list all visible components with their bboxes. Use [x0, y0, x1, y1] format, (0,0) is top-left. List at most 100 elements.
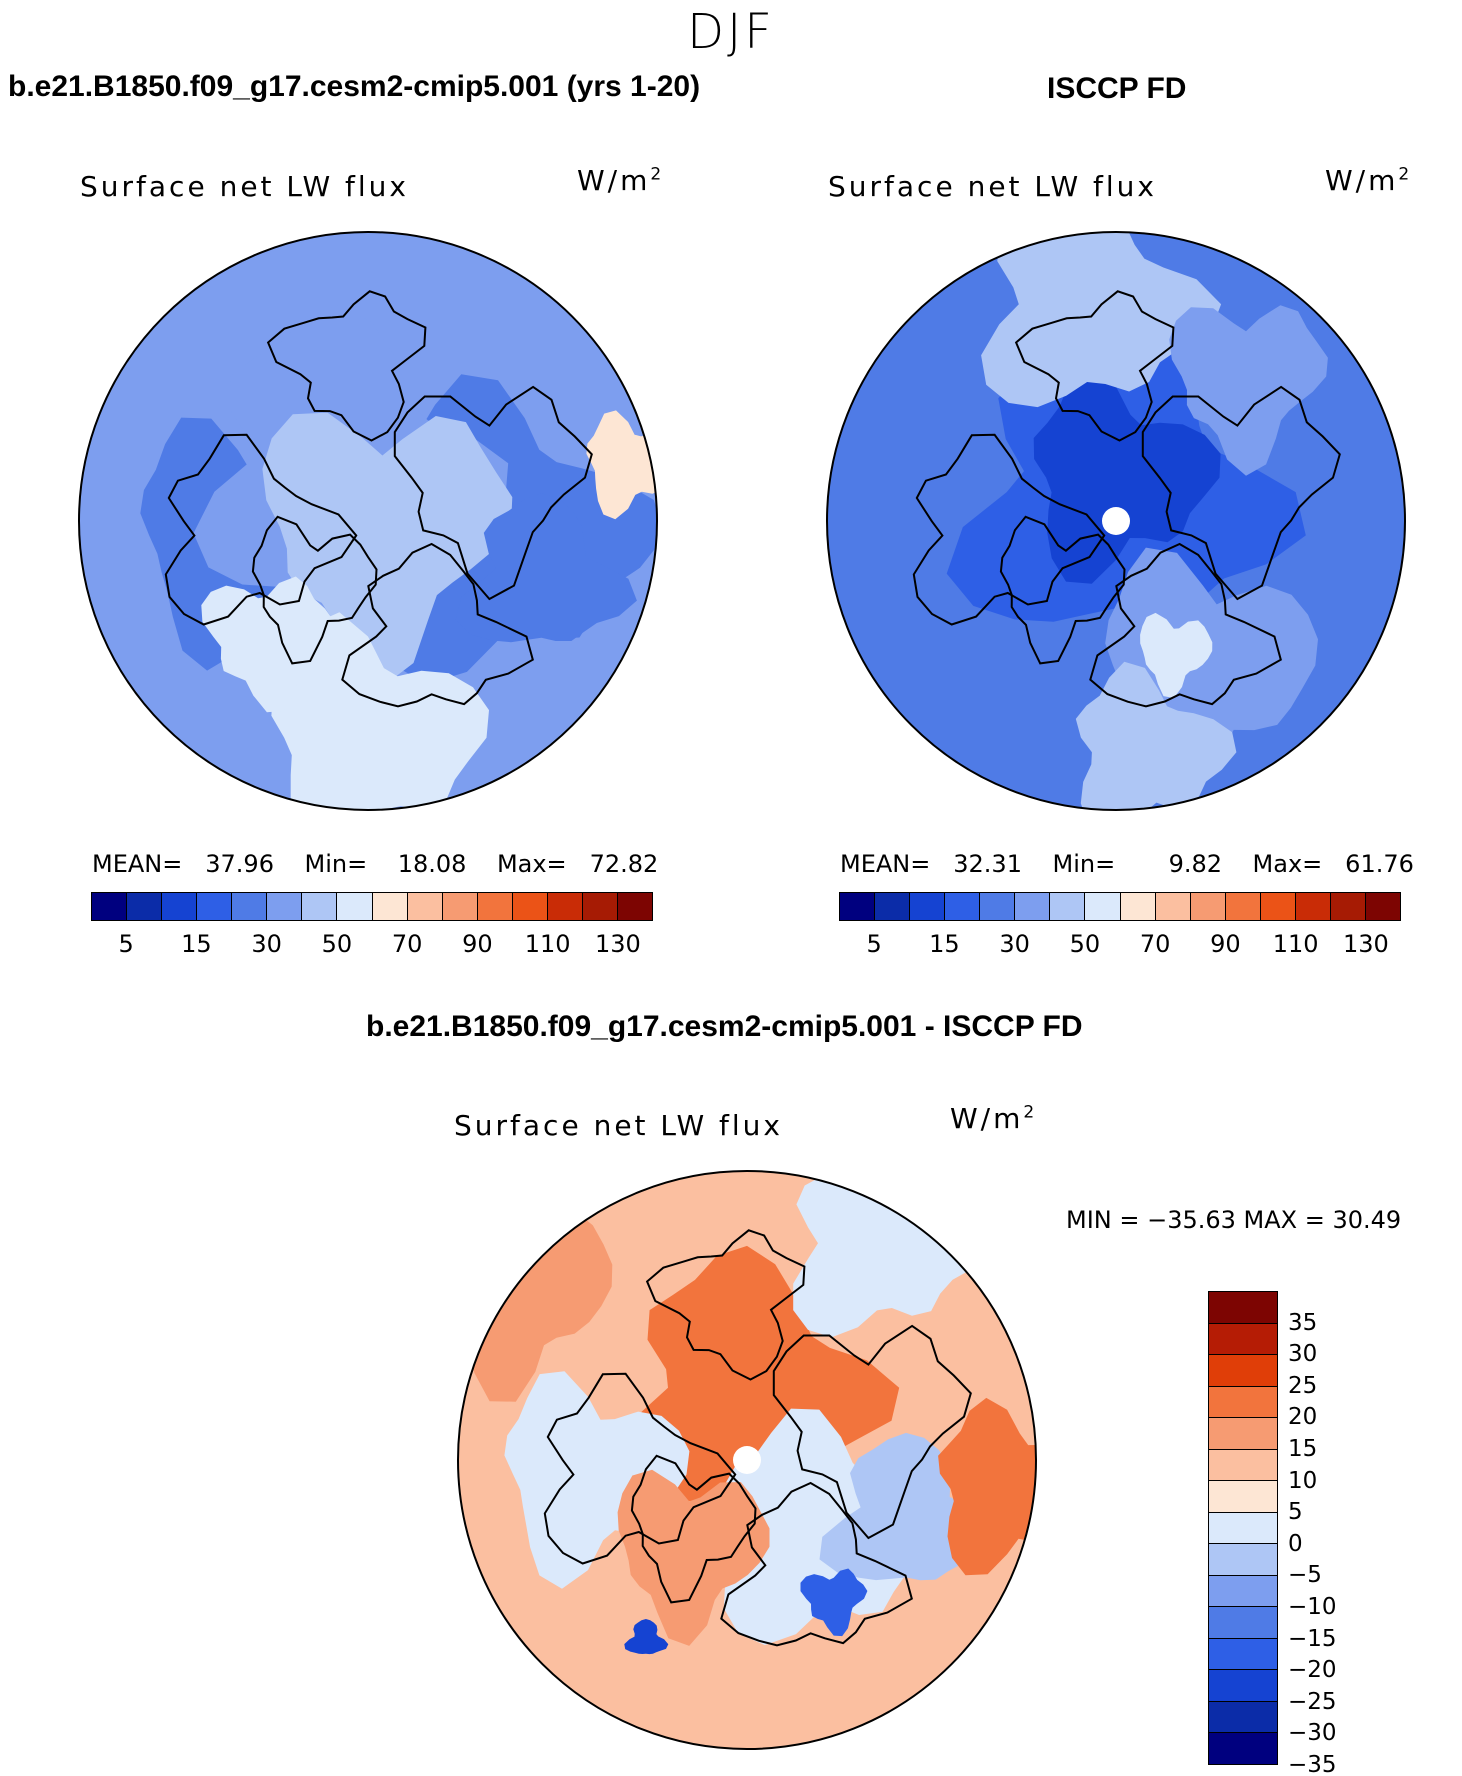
panel2-colorbar-box-4: [980, 893, 1016, 920]
panel3-field-region: [617, 1469, 770, 1646]
panel2-field-region: [1169, 305, 1328, 476]
panel1-tick-label: 50: [321, 930, 353, 958]
panel1-colorbar-box-5: [267, 893, 303, 920]
panel2-field-region: [1140, 612, 1213, 698]
panel3-tick-label: −10: [1288, 1594, 1337, 1620]
panel3-tick-label: −25: [1288, 1688, 1337, 1715]
panel1-colorbar-box-11: [477, 893, 513, 920]
panel3-colorbar-box-14: [1209, 1733, 1277, 1764]
panel1-colorbar-box-8: [372, 893, 408, 920]
panel2-colorbar-box-2: [910, 893, 946, 920]
panel1-colorbar-ticks: 5 15 30 50 70 90 110 130: [91, 930, 653, 960]
panel3-colorbar-box-10: [1209, 1607, 1277, 1639]
panel3-colorbar-box-3: [1209, 1386, 1277, 1419]
panel2-map-border: [826, 231, 1406, 811]
panel3-polar-map: [457, 1170, 1037, 1750]
panel1-colorbar-box-14: [582, 893, 618, 920]
panel1-title: b.e21.B1850.f09_g17.cesm2-cmip5.001 (yrs…: [8, 70, 701, 103]
panel3-tick-label: 25: [1288, 1372, 1318, 1399]
panel1-colorbar-box-10: [442, 893, 478, 920]
panel2-units: W/m2: [1325, 164, 1413, 197]
panel3-tick-label: −35: [1288, 1752, 1337, 1776]
panel1-colorbar-box-0: [92, 893, 128, 920]
panel3-tick-label: 10: [1288, 1467, 1318, 1494]
panel1-units: W/m2: [577, 164, 665, 197]
panel2-colorbar-box-8: [1120, 893, 1156, 920]
panel3-coastline: [645, 1229, 806, 1381]
panel2-polar-map: [826, 231, 1406, 811]
panel1-colorbar-box-2: [162, 893, 198, 920]
panel3-map-border: [457, 1170, 1037, 1750]
panel2-variable-label: Surface net LW flux: [828, 170, 1157, 203]
panel3-tick-label: 20: [1288, 1404, 1318, 1431]
panel3-field-region: [504, 1371, 690, 1589]
panel1-colorbar-box-3: [197, 893, 233, 920]
panel3-field-region: [938, 1397, 1036, 1576]
panel1-colorbar-box-7: [337, 893, 373, 920]
panel3-pole-mask: [733, 1446, 761, 1474]
panel3-coastline: [720, 1481, 913, 1647]
panel1-tick-label: 30: [251, 930, 282, 958]
panel2-coastline: [1014, 290, 1175, 442]
panel1-colorbar-box-9: [407, 893, 443, 920]
panel2-colorbar-box-1: [875, 893, 911, 920]
panel3-colorbar-box-5: [1209, 1449, 1277, 1482]
panel1-colorbar-box-13: [547, 893, 583, 920]
panel1-field-region: [455, 493, 637, 643]
panel3-tick-label: 5: [1288, 1499, 1303, 1526]
panel3-variable-label: Surface net LW flux: [454, 1109, 783, 1142]
panel1-field-region: [262, 412, 513, 687]
panel2-tick-label: 110: [1272, 930, 1319, 958]
panel2-coastline: [1089, 542, 1282, 708]
panel1-polar-map: [78, 231, 658, 811]
panel1-coastline: [164, 433, 358, 626]
panel1-colorbar-box-6: [302, 893, 338, 920]
panel1-coastline: [251, 515, 378, 665]
panel3-colorbar-box-2: [1209, 1355, 1277, 1387]
panel2-coastline: [999, 515, 1126, 665]
panel2-field-region: [1075, 661, 1237, 810]
panel2-colorbar-box-7: [1085, 893, 1121, 920]
panel1-tick-label: 90: [462, 930, 493, 958]
panel2-colorbar-box-9: [1155, 893, 1191, 920]
panel1-tick-label: 5: [118, 930, 134, 958]
panel3-tick-label: 30: [1288, 1341, 1318, 1368]
panel2-colorbar-box-0: [840, 893, 876, 920]
panel2-colorbar-box-10: [1190, 893, 1226, 920]
panel2-colorbar-box-15: [1365, 893, 1400, 920]
panel3-colorbar-box-11: [1209, 1638, 1277, 1671]
panel1-colorbar-box-15: [617, 893, 652, 920]
panel3-colorbar-box-6: [1209, 1481, 1277, 1513]
panel1-coastline: [393, 385, 593, 601]
panel1-variable-label: Surface net LW flux: [80, 170, 409, 203]
panel2-pole-mask: [1102, 507, 1130, 535]
panel3-colorbar-box-9: [1209, 1575, 1277, 1608]
panel3-colorbar-box-7: [1209, 1512, 1277, 1545]
panel2-colorbar-box-14: [1330, 893, 1366, 920]
panel1-tick-label: 70: [391, 930, 423, 958]
panel2-colorbar-box-5: [1015, 893, 1051, 920]
panel1-tick-label: 110: [524, 930, 571, 958]
panel3-tick-label: 35: [1288, 1309, 1318, 1336]
panel2-tick-label: 90: [1210, 930, 1241, 958]
panel3-coastline: [543, 1372, 737, 1565]
panel1-map-border: [78, 231, 658, 811]
panel2-colorbar: [839, 892, 1401, 921]
panel3-colorbar-box-12: [1209, 1670, 1277, 1702]
panel1-tick-label: 130: [594, 930, 641, 958]
panel1-stats: MEAN= 37.96 Min= 18.08 Max= 72.82: [92, 850, 659, 878]
panel2-colorbar-box-11: [1225, 893, 1261, 920]
panel1-coastline: [266, 290, 427, 442]
panel2-coastline: [1141, 385, 1341, 601]
panel2-coastline: [912, 433, 1106, 626]
panel3-tick-label: −30: [1288, 1720, 1337, 1747]
panel3-coastline: [772, 1324, 972, 1540]
panel2-tick-label: 70: [1139, 930, 1171, 958]
panel3-colorbar-box-4: [1209, 1418, 1277, 1450]
panel2-tick-label: 15: [929, 930, 960, 958]
panel3-colorbar-box-8: [1209, 1544, 1277, 1576]
panel2-colorbar-box-6: [1050, 893, 1086, 920]
panel3-tick-label: 15: [1288, 1436, 1318, 1462]
panel1-colorbar-box-12: [512, 893, 548, 920]
